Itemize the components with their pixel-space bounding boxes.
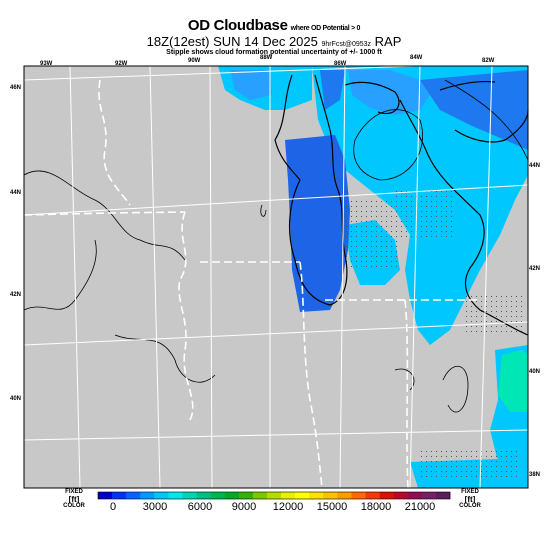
title-main: OD Cloudbase [187, 17, 288, 34]
stipple-note: Stipple shows cloud formation potential … [166, 49, 382, 56]
legend-tick: 3000 [142, 501, 168, 513]
legend-tick: 0 [109, 501, 117, 513]
valid-info: 9hrFcst@0953z [321, 41, 372, 48]
colorbar-swatch [281, 492, 296, 499]
colorbar-swatch [435, 492, 451, 499]
legend-tick: 9000 [231, 501, 257, 513]
colorbar-swatch [393, 492, 409, 499]
legend-tick: 18000 [360, 501, 392, 513]
title-condition: where OD Potential > 0 [290, 25, 361, 32]
legend-left: FIXED [ft] COLOR [62, 489, 86, 510]
legend-right-bot: COLOR [459, 503, 481, 509]
lon-label: 86W [334, 61, 347, 67]
colorbar-swatch [365, 492, 380, 499]
colorbar-swatch [252, 492, 268, 499]
state-borders [23, 79, 480, 489]
colorbar-swatch [154, 492, 169, 499]
colorbar-swatch [266, 492, 282, 499]
colorbar-swatch [224, 492, 240, 499]
colorbar-swatch [337, 492, 352, 499]
forecast-time: 18Z(12est) SUN 14 Dec 2025 [146, 34, 318, 49]
cloudbase-teal-region [498, 350, 528, 412]
legend-left-mid: [ft] [68, 495, 80, 504]
colorbar-swatch [210, 492, 226, 499]
coastlines [274, 74, 529, 336]
legend-tick: 12000 [272, 501, 304, 513]
colorbar-swatch [379, 492, 394, 499]
colorbar-swatch [126, 492, 141, 499]
lat-label: 44N [10, 190, 22, 196]
colorbar-swatch [407, 492, 423, 499]
main-title: OD Cloudbase where OD Potential > 0 [0, 18, 548, 33]
lat-label: 44N [529, 163, 541, 169]
colorbar-swatch [309, 492, 324, 499]
legend-tick: 21000 [404, 501, 436, 513]
colorbar-swatch [295, 492, 310, 499]
colorbar [97, 491, 451, 500]
lon-label: 84W [410, 55, 423, 61]
colorbar-swatch [196, 492, 211, 499]
lon-label: 92W [115, 61, 128, 67]
colorbar-swatch [182, 492, 197, 499]
colorbar-swatch [351, 492, 366, 499]
colorbar-swatch [421, 492, 437, 499]
colorbar-swatch [140, 492, 155, 499]
map-frame [23, 65, 529, 489]
lat-lon-grid [23, 61, 529, 489]
colorbar-swatch [112, 492, 127, 499]
lon-label: 93W [40, 61, 53, 67]
title-block: OD Cloudbase where OD Potential > 0 18Z(1… [0, 18, 548, 56]
lon-label: 90W [188, 58, 201, 64]
lon-label: 88W [260, 55, 273, 61]
cloudbase-blue-regions [230, 70, 528, 312]
lat-label: 40N [10, 396, 22, 402]
legend-left-bot: COLOR [63, 503, 85, 509]
time-line: 18Z(12est) SUN 14 Dec 2025 9hrFcst@0953z… [0, 35, 548, 48]
colorbar-swatch [168, 492, 183, 499]
legend-left-top: FIXED [65, 489, 83, 495]
legend-right: FIXED [ft] COLOR [458, 489, 482, 510]
colorbar-swatch [323, 492, 338, 499]
colorbar-swatch [98, 492, 113, 499]
lat-label: 38N [529, 472, 541, 478]
lat-label: 46N [10, 85, 22, 91]
lat-label: 42N [10, 292, 22, 298]
stipple-uncertainty [340, 190, 525, 480]
legend-tick: 6000 [187, 501, 213, 513]
lat-label: 40N [529, 369, 541, 375]
legend-tick: 15000 [316, 501, 348, 513]
contours [23, 79, 529, 413]
colorbar-frame [97, 491, 451, 500]
legend-right-mid: [ft] [464, 495, 476, 504]
lat-label: 42N [529, 266, 541, 272]
colorbar-swatch [238, 492, 254, 499]
model-name: RAP [374, 34, 402, 49]
legend-right-top: FIXED [461, 489, 479, 495]
lon-label: 82W [482, 58, 495, 64]
